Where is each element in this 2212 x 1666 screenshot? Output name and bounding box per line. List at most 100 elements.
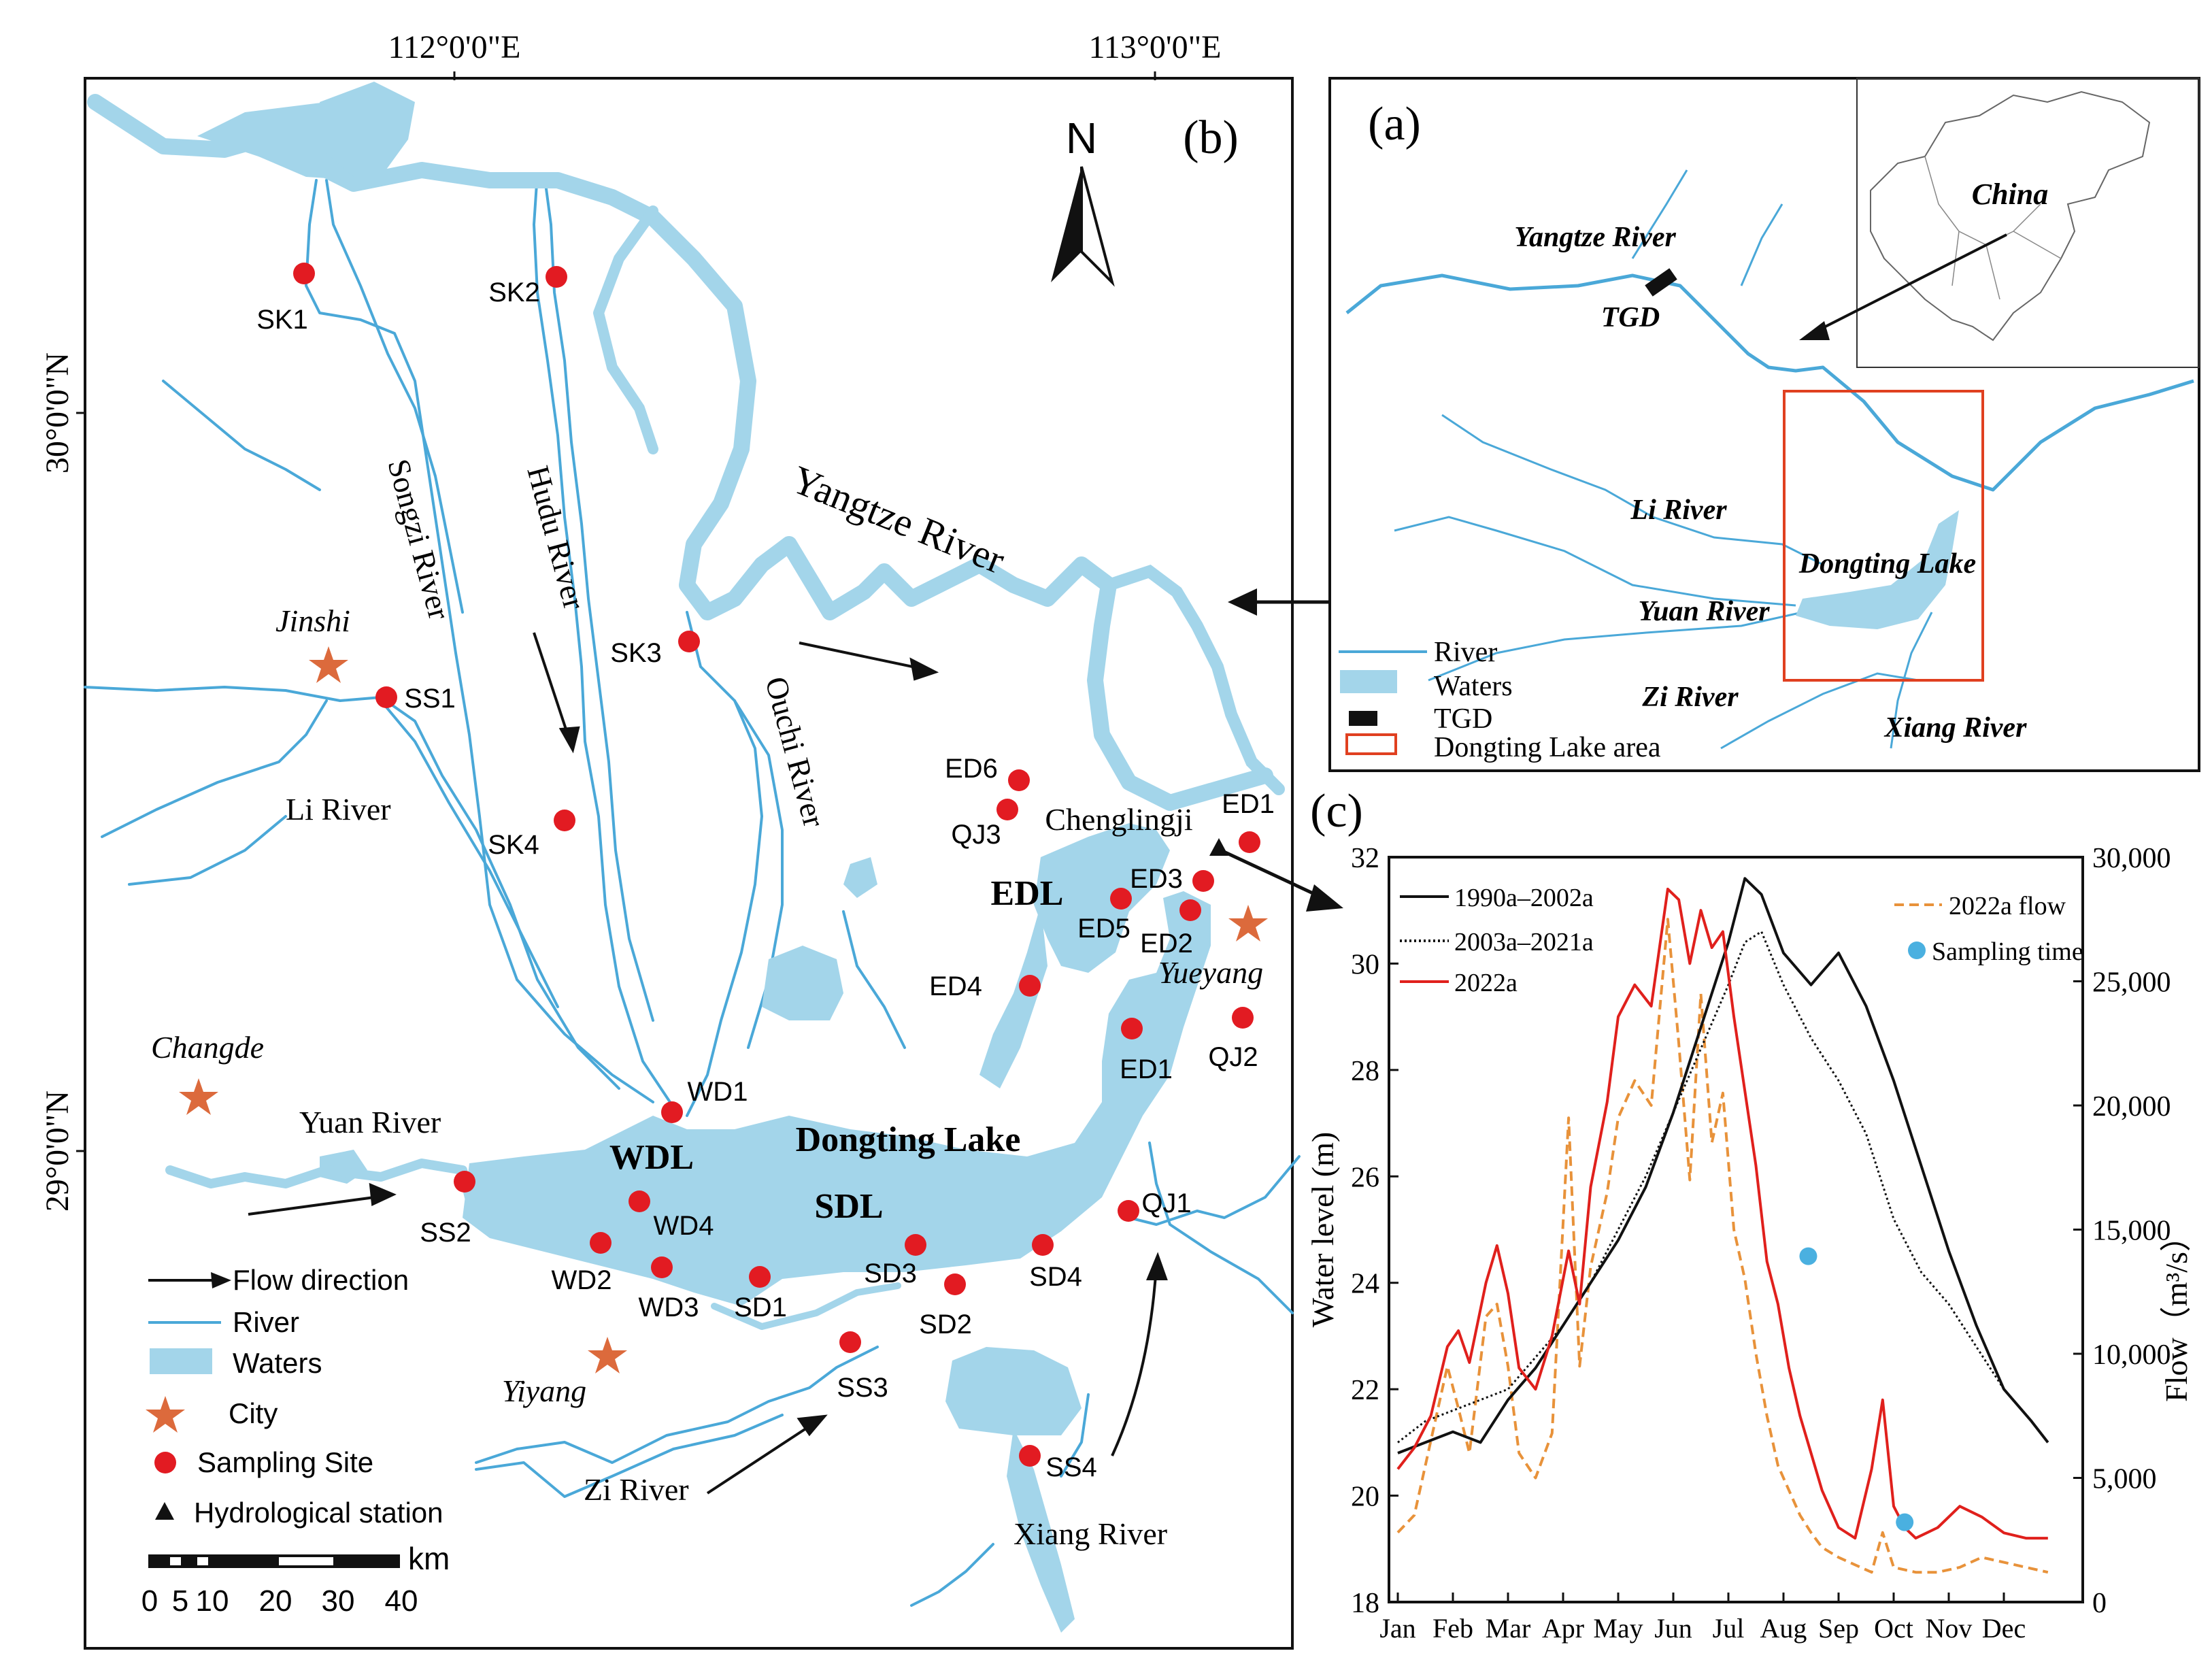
panel-a-legend-area: Dongting Lake area (1434, 732, 1661, 763)
ouchi-river-label: Ouchi River (758, 673, 832, 831)
city-legend-icon (146, 1396, 185, 1433)
y-tick-label: 20 (1351, 1482, 1379, 1513)
x-tick-label: Nov (1926, 1613, 1973, 1644)
site-ed1-south (1121, 1018, 1143, 1039)
li-river-label: Li River (286, 792, 391, 827)
edl-label: EDL (991, 874, 1064, 913)
x-tick-label: Feb (1432, 1613, 1473, 1644)
panel-a-frame (1328, 77, 2200, 772)
panel-a-yangtze-river (1345, 273, 2194, 492)
site-label: WD1 (688, 1077, 748, 1107)
tgd-icon (1645, 268, 1677, 297)
site-sd1 (749, 1266, 771, 1288)
tgd-legend-icon (1349, 711, 1377, 726)
site-label: SK3 (610, 638, 662, 668)
y2-tick-label: 20,000 (2092, 1091, 2171, 1122)
x-tick-label: Jun (1654, 1613, 1692, 1644)
songzi-river-label: Songzi River (381, 455, 457, 622)
city-markers (179, 646, 1268, 1373)
panel-a-zi-label: Zi River (1641, 682, 1739, 713)
scale-tick: 40 (385, 1584, 418, 1618)
site-label: QJ3 (951, 820, 1001, 850)
legend-river: River (233, 1306, 299, 1338)
x-tick-label: Aug (1760, 1613, 1807, 1644)
city-yueyang-icon (1228, 905, 1268, 942)
scale-tick: 0 (141, 1584, 158, 1618)
site-label: SD4 (1029, 1262, 1082, 1292)
sampling-time-point (1896, 1513, 1914, 1531)
y-axis-label: Water level (m) (1305, 1132, 1340, 1327)
site-label: SD1 (734, 1293, 787, 1322)
panel-b-frame (84, 77, 1294, 1650)
legend-label: 2022a flow (1949, 892, 2066, 920)
site-label: SS1 (404, 684, 456, 714)
scale-tick: 20 (259, 1584, 292, 1618)
x-tick-label: Dec (1982, 1613, 2026, 1644)
city-changde-icon (179, 1078, 218, 1115)
panel-a-xiang-label: Xiang River (1883, 712, 2028, 744)
y-tick-label: 30 (1351, 949, 1379, 980)
sampling-sites (293, 263, 1260, 1467)
site-ed2 (1179, 899, 1201, 921)
xiang-river-label: Xiang River (1013, 1516, 1167, 1551)
dongting-lake-label: Dongting Lake (796, 1120, 1021, 1159)
site-label: QJ1 (1141, 1188, 1191, 1218)
scale-bar: km 0 5 10 20 30 40 (141, 1541, 450, 1618)
panel-a-tributaries (1394, 169, 1933, 750)
dongting-area-box (1783, 390, 1984, 682)
sampling-time-point (1799, 1247, 1817, 1265)
scale-unit: km (408, 1541, 450, 1576)
panel-a-labels: Yangtze River TGD Li River Dongting Lake… (1514, 222, 2027, 744)
site-label: SK2 (488, 278, 540, 307)
site-wd3 (651, 1256, 673, 1278)
panel-a-legend-tgd: TGD (1434, 703, 1492, 735)
connector-arrowhead-icon (1306, 884, 1343, 912)
wdl-label: WDL (609, 1138, 694, 1177)
y2-tick-label: 25,000 (2092, 967, 2171, 999)
legend-sampling-icon (1908, 942, 1926, 959)
site-labels: SK1 SK2 SK3 SK4 SS1 SS2 SS3 SS4 WD1 WD2 … (256, 278, 1275, 1482)
yiyang-label: Yiyang (502, 1373, 586, 1408)
series-line-1990a-2002a (1397, 877, 2049, 1454)
y2-tick-label: 15,000 (2092, 1216, 2171, 1247)
site-sd3 (905, 1234, 926, 1256)
panel-a-yangtze-label: Yangtze River (1514, 222, 1676, 253)
site-sk4 (554, 810, 575, 831)
sdl-label: SDL (814, 1187, 883, 1226)
yangtze-right-reach (1103, 564, 1285, 795)
y-tick-label: 18 (1351, 1588, 1379, 1619)
site-label: ED5 (1077, 914, 1130, 944)
waters-swatch (150, 1348, 212, 1374)
panel-a-legend: River Waters TGD Dongting Lake area (1339, 637, 1661, 763)
lake-waters (197, 82, 1211, 1633)
lon-label-113: 113°0'0"E (1089, 29, 1222, 65)
site-label: SS3 (837, 1373, 888, 1403)
zi-river-label: Zi River (584, 1472, 689, 1507)
y2-tick-label: 10,000 (2092, 1339, 2171, 1371)
legend-waters: Waters (233, 1347, 322, 1379)
site-sd4 (1032, 1234, 1054, 1256)
changde-label: Changde (151, 1030, 264, 1065)
x-tick-label: Jul (1713, 1613, 1745, 1644)
city-jinshi-icon (309, 646, 348, 683)
legend-label: 2003a–2021a (1454, 928, 1594, 956)
china-label: China (1972, 178, 2049, 211)
y-tick-label: 28 (1351, 1056, 1379, 1087)
panel-a-yuan-label: Yuan River (1638, 596, 1770, 627)
legend-label: 2022a (1454, 969, 1518, 997)
lon-label-112: 112°0'0"E (388, 29, 521, 65)
panel-a-li-label: Li River (1630, 495, 1727, 526)
series-line-2003a-2021a (1397, 931, 2049, 1444)
north-label: N (1066, 114, 1097, 163)
y2-tick-label: 30,000 (2092, 843, 2171, 874)
site-sk3 (678, 631, 700, 652)
y2-tick-label: 5,000 (2092, 1464, 2157, 1495)
lat-label-30: 30°0'0"N (39, 352, 76, 473)
station-legend-icon (155, 1502, 174, 1520)
site-label: ED3 (1130, 864, 1183, 894)
x-tick-label: Sep (1818, 1613, 1859, 1644)
site-sk2 (546, 266, 567, 288)
legend-label: 1990a–2002a (1454, 884, 1594, 912)
legend-flow: Flow direction (233, 1264, 409, 1296)
site-label: WD2 (552, 1265, 612, 1295)
